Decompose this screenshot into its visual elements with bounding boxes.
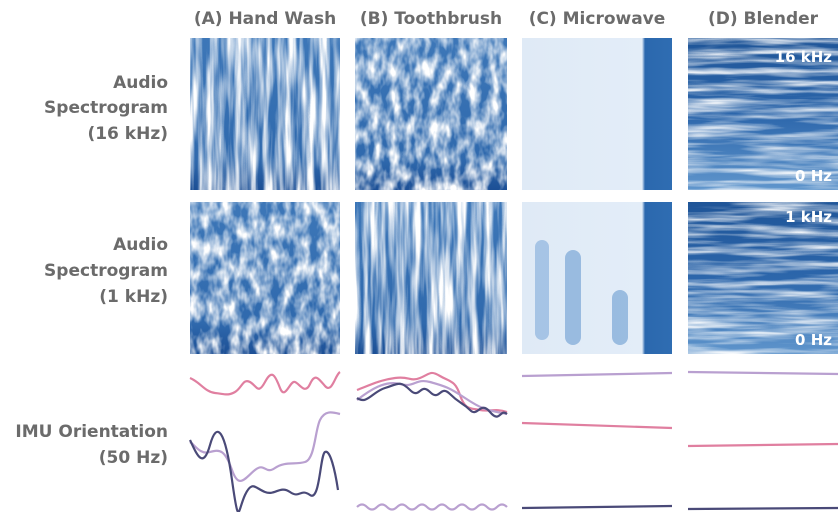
- spectrogram-texture: [355, 38, 507, 190]
- column-title: (B) Toothbrush: [360, 9, 502, 29]
- imu-trace: [688, 444, 838, 446]
- imu-trace: [190, 372, 340, 394]
- freq-bottom-label: 0 Hz: [795, 331, 832, 349]
- imu-trace: [190, 432, 338, 512]
- imu-trace: [357, 384, 507, 417]
- row-label: (1 kHz): [99, 287, 168, 307]
- figure: (A) Hand Wash (B) Toothbrush (C) Microwave…: [0, 0, 838, 512]
- imu-trace: [688, 508, 838, 509]
- imu-trace: [522, 373, 672, 376]
- spectrogram-blob: [612, 290, 628, 345]
- spectrogram-row-16khz: [190, 38, 838, 190]
- spectrogram-texture: [355, 202, 507, 354]
- imu-trace: [522, 423, 672, 428]
- column-title: (C) Microwave: [529, 9, 666, 29]
- imu-traces: [190, 372, 838, 512]
- row-label: (16 kHz): [87, 124, 168, 144]
- imu-trace: [190, 412, 340, 481]
- freq-top-label: 1 kHz: [785, 208, 832, 226]
- row-label: (50 Hz): [99, 448, 168, 468]
- spectrogram-texture: [190, 38, 340, 190]
- spectrogram-texture: [190, 202, 340, 354]
- page: (A) Hand Wash (B) Toothbrush (C) Microwave…: [0, 0, 838, 512]
- column-title: (D) Blender: [708, 9, 819, 29]
- spectrogram-row-1khz: [190, 202, 838, 354]
- row-label: Spectrogram: [44, 261, 168, 281]
- imu-trace: [357, 381, 507, 414]
- column-title: (A) Hand Wash: [194, 9, 336, 29]
- imu-trace: [688, 372, 838, 374]
- spectrogram-blob: [565, 250, 581, 345]
- imu-trace: [522, 506, 672, 508]
- imu-trace: [357, 505, 507, 510]
- row-labels: Audio Spectrogram (16 kHz) Audio Spectrogram…: [15, 73, 168, 468]
- freq-top-label: 16 kHz: [775, 48, 833, 66]
- spectrogram: [522, 38, 672, 190]
- row-label: Audio: [113, 73, 168, 93]
- spectrogram-blob: [535, 240, 549, 340]
- row-label: IMU Orientation: [15, 422, 168, 442]
- row-label: Audio: [113, 235, 168, 255]
- column-titles: (A) Hand Wash (B) Toothbrush (C) Microwave…: [194, 9, 819, 29]
- freq-bottom-label: 0 Hz: [795, 167, 832, 185]
- row-label: Spectrogram: [44, 98, 168, 118]
